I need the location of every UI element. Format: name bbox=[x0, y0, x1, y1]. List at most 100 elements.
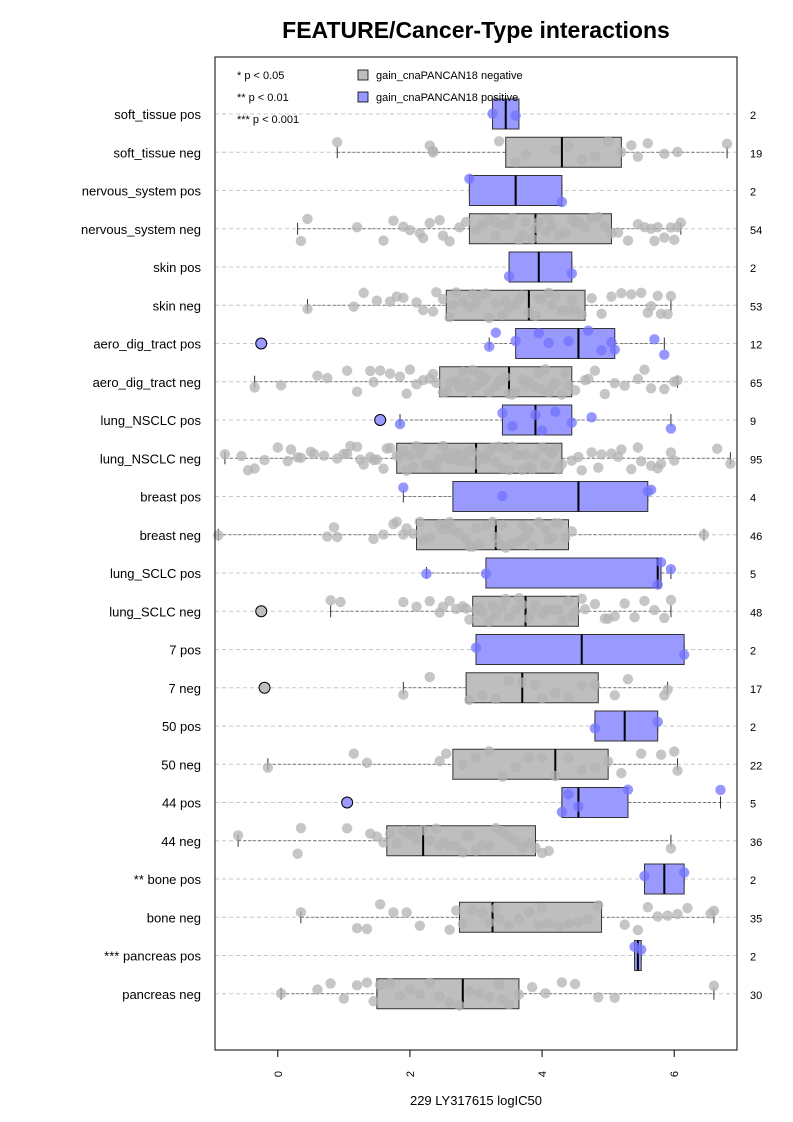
data-point bbox=[275, 380, 287, 391]
data-point bbox=[441, 386, 452, 397]
data-point bbox=[497, 602, 508, 613]
data-point bbox=[351, 441, 363, 453]
outlier-point bbox=[255, 605, 268, 618]
data-point bbox=[635, 944, 647, 955]
data-point bbox=[348, 301, 359, 312]
data-point bbox=[642, 307, 653, 319]
data-point bbox=[487, 600, 498, 611]
data-point bbox=[609, 992, 620, 1003]
data-point bbox=[338, 993, 350, 1004]
data-point bbox=[678, 649, 690, 660]
data-point bbox=[589, 365, 601, 376]
data-point bbox=[652, 911, 663, 922]
data-point bbox=[249, 382, 260, 393]
data-point bbox=[447, 299, 459, 311]
data-point bbox=[563, 141, 574, 152]
row-label: lung_SCLC pos bbox=[110, 566, 202, 581]
data-point bbox=[361, 977, 373, 988]
data-point bbox=[632, 442, 644, 453]
data-point bbox=[665, 423, 677, 434]
data-point bbox=[368, 996, 379, 1007]
row-label: *** pancreas pos bbox=[104, 949, 201, 964]
data-point bbox=[361, 757, 373, 769]
legend-swatch-positive bbox=[357, 91, 369, 103]
data-point bbox=[236, 450, 247, 462]
data-point bbox=[332, 137, 343, 148]
data-point bbox=[500, 593, 511, 605]
data-point bbox=[464, 173, 475, 185]
data-point bbox=[635, 748, 647, 759]
data-point bbox=[497, 407, 508, 419]
data-point bbox=[394, 990, 406, 1002]
data-point bbox=[417, 824, 429, 836]
data-point bbox=[450, 905, 462, 916]
legend: * p < 0.05 ** p < 0.01 *** p < 0.001 gai… bbox=[237, 69, 523, 126]
data-point bbox=[292, 848, 303, 859]
data-point bbox=[530, 409, 541, 421]
data-point bbox=[672, 375, 683, 386]
row-count: 17 bbox=[750, 684, 762, 696]
data-point bbox=[576, 764, 587, 776]
data-point bbox=[427, 368, 439, 380]
row-count: 19 bbox=[750, 148, 762, 160]
row-label: pancreas neg bbox=[122, 987, 201, 1002]
row-label: lung_NSCLC pos bbox=[101, 413, 202, 428]
box bbox=[594, 710, 659, 742]
data-point bbox=[493, 441, 505, 452]
data-point bbox=[543, 213, 554, 225]
data-point bbox=[569, 385, 581, 396]
data-point bbox=[659, 232, 670, 243]
data-point bbox=[609, 690, 620, 701]
data-point bbox=[467, 904, 478, 915]
data-point bbox=[560, 227, 571, 238]
x-tick-label: 0 bbox=[273, 1071, 285, 1077]
data-point bbox=[563, 918, 574, 929]
data-point bbox=[596, 344, 607, 356]
data-point bbox=[424, 217, 435, 229]
data-point bbox=[450, 374, 462, 385]
data-point bbox=[569, 978, 581, 990]
chart-title: FEATURE/Cancer-Type interactions bbox=[282, 17, 670, 43]
row-label: nervous_system neg bbox=[81, 222, 201, 237]
data-point bbox=[484, 917, 495, 928]
data-point bbox=[470, 752, 482, 763]
row-count: 95 bbox=[750, 454, 762, 466]
data-point bbox=[312, 370, 323, 381]
data-point bbox=[563, 336, 574, 347]
data-point bbox=[275, 988, 287, 999]
data-point bbox=[596, 449, 607, 460]
data-point bbox=[586, 447, 597, 458]
data-point bbox=[302, 303, 313, 315]
data-point bbox=[507, 421, 518, 432]
data-point bbox=[589, 723, 601, 734]
data-point bbox=[493, 913, 505, 924]
data-point bbox=[391, 838, 402, 849]
row-count: 48 bbox=[750, 607, 762, 619]
data-point bbox=[414, 988, 426, 1000]
data-point bbox=[404, 364, 416, 375]
data-point bbox=[437, 524, 449, 535]
data-point bbox=[536, 902, 548, 914]
data-point bbox=[675, 217, 687, 228]
data-point bbox=[556, 615, 568, 626]
data-point bbox=[424, 977, 435, 988]
data-point bbox=[589, 679, 601, 690]
data-point bbox=[308, 448, 320, 460]
data-point bbox=[424, 835, 435, 846]
data-point bbox=[543, 845, 554, 857]
data-point bbox=[328, 522, 340, 533]
data-point bbox=[391, 516, 402, 527]
data-point bbox=[411, 297, 422, 308]
data-point bbox=[487, 108, 498, 119]
data-point bbox=[629, 611, 640, 623]
data-point bbox=[526, 605, 538, 617]
data-point bbox=[540, 524, 551, 536]
data-point bbox=[523, 525, 535, 536]
data-point bbox=[427, 461, 439, 472]
legend-label-positive: gain_cnaPANCAN18 positive bbox=[376, 92, 518, 104]
data-point bbox=[398, 596, 409, 608]
data-point bbox=[378, 235, 389, 246]
data-point bbox=[576, 309, 587, 321]
row-label: 50 neg bbox=[161, 757, 201, 772]
data-point bbox=[645, 383, 657, 394]
